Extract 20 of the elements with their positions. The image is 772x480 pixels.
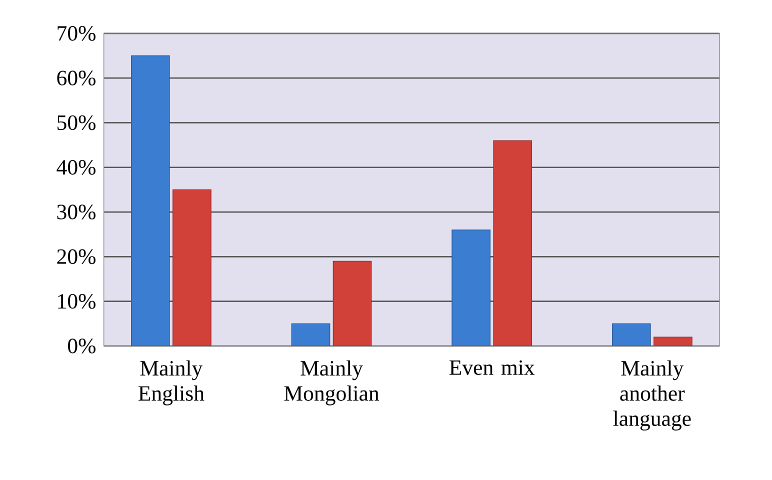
y-tick-label: 20% — [57, 249, 96, 264]
x-tick-label: Mainly English — [138, 360, 204, 406]
bar — [291, 324, 330, 346]
bar — [612, 324, 651, 346]
bar — [172, 190, 212, 346]
y-tick-label: 50% — [58, 116, 96, 130]
bar — [654, 336, 692, 346]
x-tick-label: Mainly Mongolian — [284, 360, 380, 406]
x-tick-label: Mainly another language — [613, 360, 691, 431]
y-tick-label: 40% — [56, 160, 96, 175]
y-tick-label: 70% — [58, 26, 96, 41]
y-tick-label: 30% — [57, 204, 96, 220]
x-tick-label: Even mix — [449, 360, 535, 376]
y-tick-label: 0% — [68, 338, 96, 354]
bar — [493, 140, 532, 346]
bar — [332, 260, 372, 346]
bar — [452, 230, 490, 346]
bar — [130, 56, 170, 346]
y-tick-label: 60% — [57, 70, 96, 86]
y-tick-label: 10% — [58, 294, 96, 309]
